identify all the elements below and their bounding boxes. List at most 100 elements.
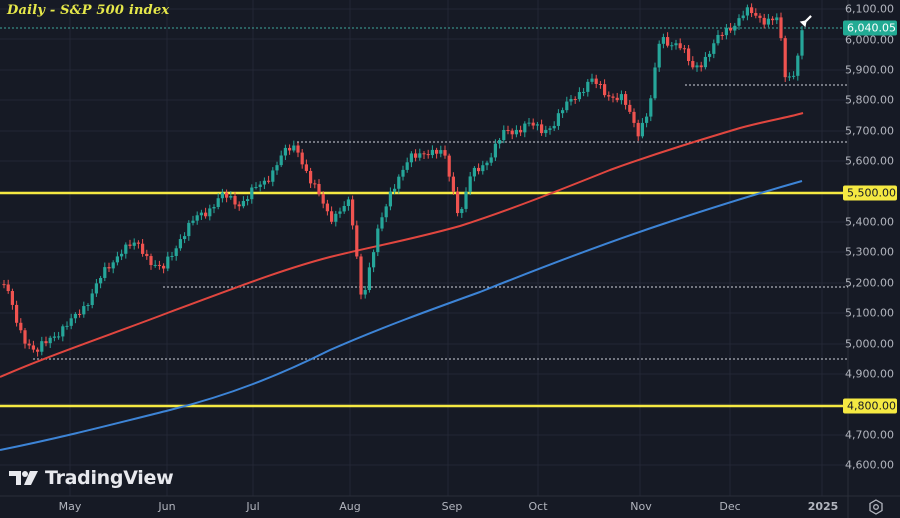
candle-up	[645, 116, 649, 123]
candle-down	[477, 167, 481, 172]
candle-down	[519, 129, 523, 133]
candle-up	[48, 337, 52, 344]
candle-up	[120, 253, 124, 257]
candle-down	[678, 43, 682, 49]
candle-up	[569, 98, 573, 102]
candle-up	[40, 341, 44, 352]
candle-up	[334, 213, 338, 222]
candle-up	[733, 25, 737, 31]
candle-up	[283, 147, 287, 156]
candle-up	[258, 184, 262, 187]
candle-down	[531, 122, 535, 126]
x-tick: Jun	[158, 500, 176, 513]
candle-down	[414, 153, 418, 158]
candle-up	[430, 149, 434, 156]
candle-down	[330, 211, 334, 222]
candle-down	[510, 130, 514, 135]
tradingview-logo-text: TradingView	[45, 467, 174, 489]
candle-up	[229, 195, 233, 198]
candle-down	[666, 37, 670, 46]
current-price-tag: 6,040.05	[843, 20, 897, 36]
candle-down	[754, 13, 758, 16]
candle-down	[359, 256, 363, 295]
candle-down	[594, 78, 598, 84]
candle-down	[321, 194, 325, 204]
candle-down	[783, 38, 787, 78]
candle-up	[745, 7, 749, 16]
candle-down	[31, 345, 35, 350]
candle-down	[317, 183, 321, 195]
candle-down	[15, 304, 19, 323]
y-tick: 6,000.00	[845, 33, 894, 47]
candle-down	[267, 180, 271, 182]
candle-down	[632, 111, 636, 123]
chart-title: Daily - S&P 500 index	[7, 3, 170, 18]
candle-up	[174, 248, 178, 256]
candle-up	[640, 122, 644, 137]
candle-down	[615, 97, 619, 101]
candle-up	[590, 78, 594, 82]
candle-up	[489, 157, 493, 163]
candle-up	[708, 53, 712, 57]
tradingview-logo[interactable]: TradingView	[9, 467, 174, 489]
candle-up	[115, 256, 119, 263]
candle-up	[52, 336, 56, 338]
candle-up	[191, 220, 195, 223]
tradingview-logo-icon	[9, 471, 38, 485]
candle-down	[296, 145, 300, 153]
candle-up	[582, 91, 586, 93]
candle-down	[699, 65, 703, 68]
candle-down	[36, 349, 40, 352]
candle-up	[401, 169, 405, 177]
candle-up	[418, 153, 422, 158]
candle-down	[44, 341, 48, 344]
candle-down	[19, 322, 23, 331]
candle-up	[674, 43, 678, 46]
candle-up	[103, 267, 107, 278]
x-tick: Sep	[441, 500, 463, 513]
candle-up	[111, 262, 115, 269]
candle-down	[758, 15, 762, 18]
gear-icon[interactable]	[868, 499, 884, 515]
candle-up	[183, 236, 187, 240]
x-tick: 2025	[807, 500, 839, 513]
candle-down	[204, 212, 208, 217]
candle-up	[292, 145, 296, 151]
candle-up	[372, 252, 376, 268]
candle-up	[220, 192, 224, 199]
candle-up	[57, 336, 61, 338]
candle-up	[493, 143, 497, 158]
candle-up	[741, 15, 745, 19]
candle-up	[586, 81, 590, 92]
candle-up	[548, 128, 552, 130]
candle-up	[69, 318, 73, 326]
candle-up	[61, 326, 65, 337]
candle-down	[628, 104, 632, 112]
candle-up	[65, 325, 69, 327]
candle-down	[157, 264, 161, 266]
candle-down	[779, 17, 783, 39]
candle-up	[653, 67, 657, 99]
candle-down	[6, 284, 10, 292]
candle-up	[367, 267, 371, 291]
candle-down	[540, 124, 544, 134]
candle-up	[792, 75, 796, 77]
candle-down	[603, 84, 607, 96]
y-tick: 5,200.00	[845, 276, 894, 290]
candle-up	[695, 65, 699, 68]
candle-up	[766, 18, 770, 25]
candle-up	[250, 187, 254, 200]
candle-up	[724, 27, 728, 36]
candle-down	[506, 129, 510, 131]
candle-down	[771, 18, 775, 21]
candle-up	[216, 198, 220, 208]
candle-up	[241, 201, 245, 207]
y-tick: 4,900.00	[845, 367, 894, 381]
candle-up	[498, 140, 502, 144]
candle-up	[388, 191, 392, 207]
candle-down	[309, 170, 313, 184]
candle-up	[187, 222, 191, 237]
candle-down	[682, 48, 686, 50]
candle-down	[225, 192, 229, 198]
